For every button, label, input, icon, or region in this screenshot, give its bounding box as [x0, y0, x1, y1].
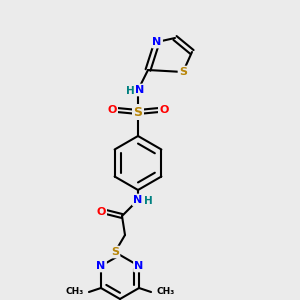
Text: O: O [107, 105, 117, 115]
Text: S: S [134, 106, 142, 118]
Text: N: N [134, 261, 144, 271]
Text: O: O [96, 207, 106, 217]
Text: N: N [96, 261, 106, 271]
Text: H: H [144, 196, 152, 206]
Text: CH₃: CH₃ [156, 287, 174, 296]
Text: N: N [152, 37, 162, 47]
Text: S: S [179, 67, 187, 77]
Text: H: H [126, 86, 134, 96]
Text: CH₃: CH₃ [66, 287, 84, 296]
Text: O: O [159, 105, 169, 115]
Text: S: S [111, 247, 119, 257]
Text: N: N [134, 195, 142, 205]
Text: N: N [135, 85, 145, 95]
